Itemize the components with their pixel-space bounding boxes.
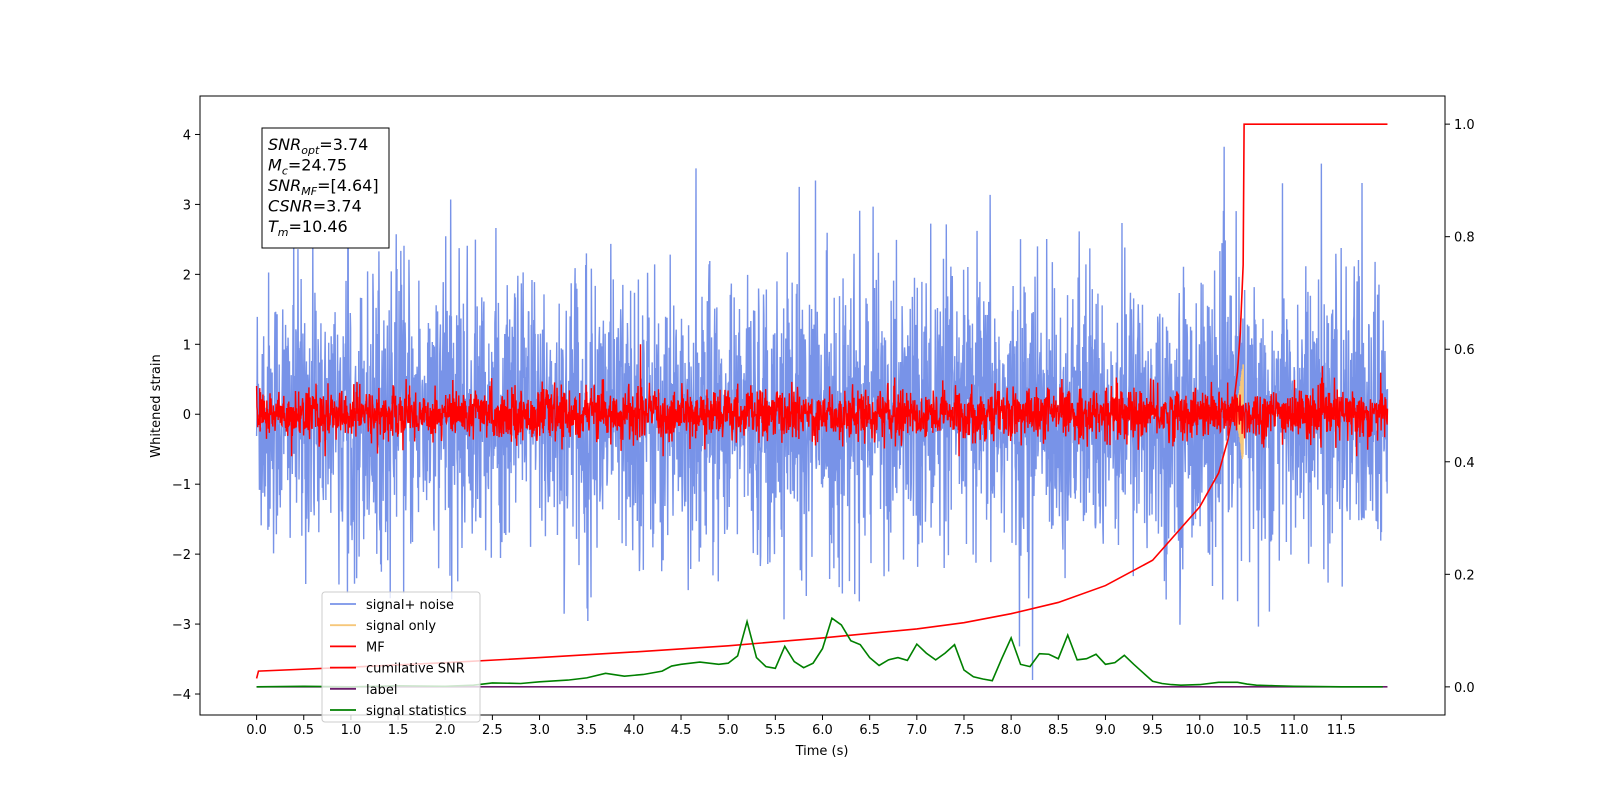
legend-entry: cumilative SNR (366, 662, 465, 677)
x-tick-label: 5.5 (765, 723, 786, 738)
annotation-symbol: T (268, 217, 279, 236)
legend-entry: signal statistics (366, 704, 467, 719)
annotation-symbol: M (268, 156, 282, 175)
y-axis-ticks: −4 −3 −2 −1 0 1 2 3 4 (172, 128, 200, 703)
y-tick-label: 0 (183, 408, 191, 423)
y-tick-label: 3 (183, 198, 191, 213)
annotation-line: SNRMF=[4.64] (268, 176, 379, 198)
annotation-value: =10.46 (289, 217, 348, 236)
annotation-line: SNRopt=3.74 (268, 135, 368, 157)
x-tick-label: 9.0 (1095, 723, 1116, 738)
annotation-line: Tm=10.46 (268, 217, 348, 239)
series-line (255, 344, 1389, 457)
y-tick-label: 2 (183, 268, 191, 283)
x-tick-label: 8.0 (1001, 723, 1022, 738)
x-tick-label: 6.0 (812, 723, 833, 738)
x-tick-label: 7.5 (954, 723, 975, 738)
x-tick-label: 5.0 (718, 723, 739, 738)
series-line (255, 123, 1388, 679)
y2-tick-label: 0.4 (1454, 456, 1475, 471)
annotation-subscript: m (278, 226, 289, 239)
annotation-subscript: opt (301, 144, 320, 157)
y2-tick-label: 0.8 (1454, 231, 1475, 246)
annotation-frame (261, 127, 390, 249)
x-tick-label: 1.0 (341, 723, 362, 738)
legend-entry: signal+ noise (366, 598, 454, 613)
series-line (255, 146, 1389, 681)
annotation-subscript: c (282, 165, 288, 178)
x-tick-label: 2.5 (482, 723, 503, 738)
x-tick-label: 6.5 (859, 723, 880, 738)
y2-tick-label: 0.2 (1454, 568, 1475, 583)
y-tick-label: −1 (172, 478, 191, 493)
x-tick-label: 0.0 (246, 723, 267, 738)
y2-axis-ticks: 0.0 0.2 0.4 0.6 0.8 1.0 (1445, 118, 1475, 696)
annotation-line: Mc=24.75 (268, 156, 347, 178)
annotation-symbol: CSNR (268, 197, 313, 216)
annotation-symbol: SNR (268, 135, 301, 154)
annotation-value: =3.74 (313, 197, 362, 216)
x-tick-label: 0.5 (293, 723, 314, 738)
y-tick-label: −2 (172, 548, 191, 563)
x-axis-ticks: 0.0 0.5 1.0 1.5 2.0 2.5 3.0 3.5 4.0 4.5 5.0 5.5 6.0 6… (246, 715, 1356, 738)
x-tick-label: 11.5 (1327, 723, 1356, 738)
y-tick-label: −3 (172, 618, 191, 633)
annotation-value: =3.74 (319, 135, 368, 154)
y-tick-label: 1 (183, 338, 191, 353)
x-tick-label: 11.0 (1280, 723, 1309, 738)
x-axis-label: Time (s) (795, 744, 849, 759)
legend: signal+ noise signal only MF cumilative SNR… (321, 591, 481, 723)
y-axis-label: Whitened strain (149, 354, 164, 457)
legend-frame (321, 591, 481, 723)
annotation-value: =24.75 (288, 156, 347, 175)
x-tick-label: 3.0 (529, 723, 550, 738)
y2-tick-label: 0.6 (1454, 343, 1475, 358)
y2-tick-label: 1.0 (1454, 118, 1475, 133)
x-tick-label: 8.5 (1048, 723, 1069, 738)
y-tick-label: −4 (172, 688, 191, 703)
x-tick-label: 2.0 (435, 723, 456, 738)
x-tick-label: 4.5 (671, 723, 692, 738)
y-tick-label: 4 (183, 128, 191, 143)
legend-entry: signal only (366, 619, 436, 634)
y2-tick-label: 0.0 (1454, 681, 1475, 696)
x-tick-label: 4.0 (624, 723, 645, 738)
annotation-line: CSNR=3.74 (268, 197, 362, 216)
legend-entry: label (366, 683, 397, 698)
x-tick-label: 10.5 (1232, 723, 1261, 738)
x-tick-label: 10.0 (1185, 723, 1214, 738)
x-tick-label: 9.5 (1142, 723, 1163, 738)
annotation-symbol: SNR (268, 176, 301, 195)
annotation-subscript: MF (301, 185, 317, 198)
annotation-value: =[4.64] (317, 176, 379, 195)
x-tick-label: 3.5 (576, 723, 597, 738)
series-line (256, 616, 1383, 688)
x-tick-label: 7.0 (906, 723, 927, 738)
x-tick-label: 1.5 (388, 723, 409, 738)
legend-entry: MF (366, 640, 385, 655)
annotation-box: SNRopt=3.74Mc=24.75SNRMF=[4.64]CSNR=3.74… (261, 127, 390, 249)
